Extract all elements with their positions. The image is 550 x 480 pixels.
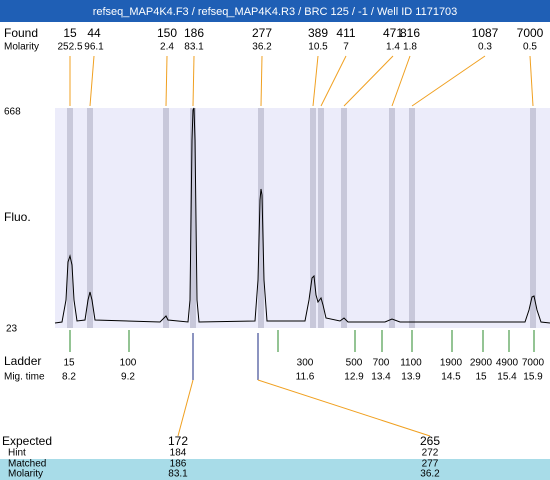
expected-molarity: 36.2 [420,469,440,480]
y-top-label: 668 [4,107,21,118]
peak-size: 15 [63,26,77,40]
peak-band [163,108,169,328]
peak-molarity: 1.8 [403,42,417,53]
ladder-size: 1100 [400,358,422,369]
connector [257,379,431,437]
peak-molarity: 83.1 [184,42,204,53]
ladder-label: Ladder [4,354,41,368]
ladder-size: 7000 [522,358,545,369]
peak-band [310,108,316,328]
molarity-label: Molarity [4,42,39,53]
row-label: Expected [2,434,52,448]
expected-expected: 172 [168,434,188,448]
ladder-time: 13.4 [371,372,391,383]
peak-band [258,108,264,328]
header-bar [0,0,550,22]
ladder-size: 500 [346,358,363,369]
peak-band [190,108,196,328]
peak-band [341,108,347,328]
found-label: Found [4,26,38,40]
header-title: refseq_MAP4K4.F3 / refseq_MAP4K4.R3 / BR… [93,6,458,18]
peak-size: 471 [383,26,403,40]
ladder-time: 14.5 [441,372,461,383]
ladder-size: 300 [297,358,314,369]
ladder-size: 700 [373,358,390,369]
ladder-size: 4900 [496,358,519,369]
peak-molarity: 252.5 [57,42,82,53]
y-axis-label: Fluo. [4,210,31,224]
connector [177,379,194,437]
peak-band [409,108,415,328]
peak-molarity: 2.4 [160,42,174,53]
peak-connector [260,55,263,107]
ladder-time: 9.2 [121,372,135,383]
peak-size: 411 [336,26,355,40]
row-label: Hint [8,448,26,459]
peak-size: 150 [157,26,177,40]
peak-size: 816 [400,26,420,40]
peak-band [318,108,324,328]
expected-molarity: 83.1 [168,469,188,480]
peak-size: 44 [87,26,101,40]
peak-band [87,108,93,328]
peak-connector [320,55,347,107]
peak-size: 7000 [517,26,544,40]
peak-molarity: 7 [343,42,349,53]
ladder-time: 8.2 [62,372,76,383]
expected-hint: 184 [170,448,187,459]
expected-matched: 186 [170,459,187,470]
ladder-time: 15 [475,372,487,383]
ladder-time: 13.9 [401,372,421,383]
peak-molarity: 0.5 [523,42,537,53]
highlight-rows [0,459,550,480]
peak-molarity: 36.2 [252,42,272,53]
plot-area [55,108,550,328]
ladder-time: 11.6 [296,372,315,383]
peak-size: 277 [252,26,272,40]
peak-band [67,108,73,328]
ladder-size: 15 [63,358,75,369]
peak-molarity: 0.3 [478,42,492,53]
ladder-time: 15.4 [497,372,517,383]
mig-time-label: Mig. time [4,372,45,383]
trace [54,107,550,324]
peak-size: 1087 [472,26,499,40]
peak-molarity: 96.1 [84,42,104,53]
peak-connector [411,55,486,107]
peak-connector [192,55,195,107]
ladder-size: 2900 [470,358,493,369]
peak-connector [89,55,95,107]
ladder-size: 100 [120,358,137,369]
expected-matched: 277 [422,459,439,470]
peak-connector [165,55,168,107]
ladder-size: 1900 [440,358,463,369]
y-bottom-label: 23 [6,324,18,335]
peak-size: 389 [308,26,328,40]
peak-band [530,108,536,328]
peak-connector [529,55,534,107]
peak-connector [391,55,411,107]
expected-expected: 265 [420,434,440,448]
ladder-time: 15.9 [523,372,543,383]
row-label: Molarity [8,469,43,480]
peak-band [389,108,395,328]
peak-molarity: 1.4 [386,42,400,53]
expected-hint: 272 [422,448,439,459]
row-label: Matched [8,459,46,470]
ladder-time: 12.9 [344,372,364,383]
peak-connector [343,55,394,107]
peak-molarity: 10.5 [308,42,328,53]
peak-connector [312,55,319,107]
peak-size: 186 [184,26,204,40]
